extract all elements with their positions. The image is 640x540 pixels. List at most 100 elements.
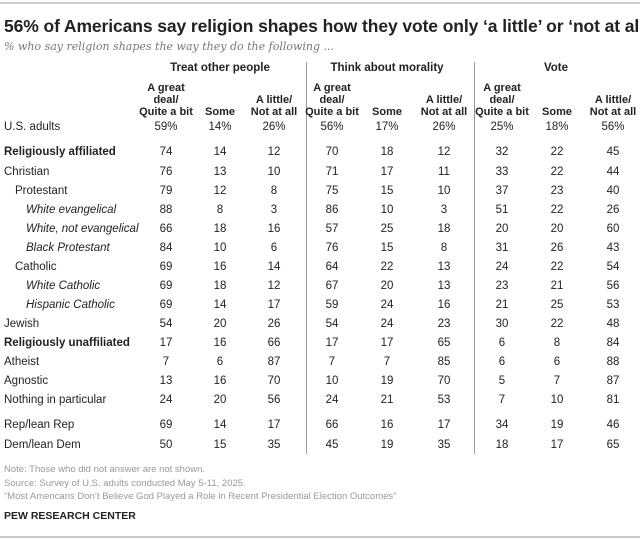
table-cell: 21 (380, 394, 394, 406)
column-header: A little/ Not at all (250, 94, 298, 118)
table-cell: 22 (550, 166, 564, 178)
table-cell: 17 (550, 439, 564, 451)
row-label: Black Protestant (26, 242, 110, 254)
table-cell: 54 (325, 318, 339, 330)
chart-subtitle: % who say religion shapes the way they d… (4, 40, 335, 53)
table-row: Nothing in particular 24 20 56 24 21 53 7 10 81 (0, 394, 640, 412)
table-row: Agnostic 13 16 70 10 19 70 5 7 87 (0, 375, 640, 393)
table-cell: 34 (495, 419, 509, 431)
table-cell: 45 (606, 146, 620, 158)
table-cell: 70 (325, 146, 339, 158)
table-cell: 74 (159, 146, 173, 158)
column-header: Some (542, 106, 572, 118)
table-cell: 19 (380, 375, 394, 387)
row-label: Agnostic (4, 375, 49, 387)
table-cell: 84 (159, 242, 173, 254)
table-cell: 21 (550, 280, 564, 292)
column-header: A great deal/ Quite a bit (305, 82, 359, 118)
table-cell: 18 (437, 223, 451, 235)
table-cell: 22 (550, 146, 564, 158)
report-title: “Most Americans Don’t Believe God Played… (4, 491, 397, 502)
column-header: A little/ Not at all (589, 94, 637, 118)
table-row: Catholic 69 16 14 64 22 13 24 22 54 (0, 261, 640, 279)
table-cell: 25 (550, 299, 564, 311)
table-cell: 59 (325, 299, 339, 311)
table-cell: 17 (437, 419, 451, 431)
table-cell: 10 (380, 204, 394, 216)
table-row: U.S. adults 59% 14% 26% 56% 17% 26% 25% 18% 56% (0, 121, 640, 139)
table-cell: 17 (267, 419, 281, 431)
table-cell: 8 (270, 185, 278, 197)
column-header: Some (372, 106, 402, 118)
row-label: White, not evangelical (26, 223, 139, 235)
table-cell: 10 (325, 375, 339, 387)
table-row: Jewish 54 20 26 54 24 23 30 22 48 (0, 318, 640, 336)
table-cell: 60 (606, 223, 620, 235)
table-cell: 66 (267, 337, 281, 349)
table-cell: 7 (383, 356, 391, 368)
table-row: Christian 76 13 10 71 17 11 33 22 44 (0, 166, 640, 184)
row-label: White Catholic (26, 280, 101, 292)
table-cell: 10 (213, 242, 227, 254)
table-cell: 37 (495, 185, 509, 197)
table-cell: 85 (437, 356, 451, 368)
table-cell: 64 (325, 261, 339, 273)
table-cell: 3 (270, 204, 278, 216)
table-cell: 70 (267, 375, 281, 387)
table-cell: 76 (325, 242, 339, 254)
table-cell: 24 (159, 394, 173, 406)
table-cell: 70 (437, 375, 451, 387)
row-label: Religiously affiliated (4, 146, 116, 158)
row-label: U.S. adults (4, 121, 61, 133)
table-cell: 56% (320, 121, 344, 133)
table-cell: 6 (216, 356, 224, 368)
row-label: White evangelical (26, 204, 117, 216)
row-label: Jewish (4, 318, 40, 330)
table-cell: 16 (267, 223, 281, 235)
table-cell: 17 (380, 337, 394, 349)
table-cell: 22 (550, 318, 564, 330)
table-cell: 65 (437, 337, 451, 349)
table-cell: 24 (380, 299, 394, 311)
table-cell: 46 (606, 419, 620, 431)
table-cell: 12 (213, 185, 227, 197)
table-cell: 31 (495, 242, 509, 254)
table-cell: 6 (553, 356, 561, 368)
table-cell: 26% (262, 121, 286, 133)
table-cell: 26 (267, 318, 281, 330)
table-cell: 48 (606, 318, 620, 330)
table-cell: 13 (437, 261, 451, 273)
column-header: A little/ Not at all (420, 94, 468, 118)
table-cell: 19 (380, 439, 394, 451)
group-header-treat-others: Treat other people (170, 62, 270, 74)
table-cell: 20 (213, 318, 227, 330)
column-header: Some (205, 106, 235, 118)
table-cell: 43 (606, 242, 620, 254)
table-cell: 81 (606, 394, 620, 406)
table-row: White Catholic 69 18 12 67 20 13 23 21 56 (0, 280, 640, 298)
table-cell: 24 (495, 261, 509, 273)
table-cell: 87 (267, 356, 281, 368)
table-cell: 16 (213, 337, 227, 349)
row-label: Christian (4, 166, 50, 178)
table-cell: 20 (495, 223, 509, 235)
table-cell: 67 (325, 280, 339, 292)
table-cell: 18 (213, 223, 227, 235)
table-cell: 30 (495, 318, 509, 330)
table-cell: 20 (550, 223, 564, 235)
table-cell: 54 (606, 261, 620, 273)
table-cell: 21 (495, 299, 509, 311)
table-cell: 26% (432, 121, 456, 133)
table-cell: 35 (267, 439, 281, 451)
table-cell: 12 (267, 280, 281, 292)
table-cell: 20 (380, 280, 394, 292)
table-cell: 69 (159, 419, 173, 431)
table-row: Hispanic Catholic 69 14 17 59 24 16 21 25 53 (0, 299, 640, 317)
table-cell: 13 (159, 375, 173, 387)
column-divider (306, 62, 307, 454)
table-cell: 53 (437, 394, 451, 406)
table-cell: 7 (553, 375, 561, 387)
table-cell: 10 (267, 166, 281, 178)
table-cell: 66 (159, 223, 173, 235)
table-cell: 71 (325, 166, 339, 178)
